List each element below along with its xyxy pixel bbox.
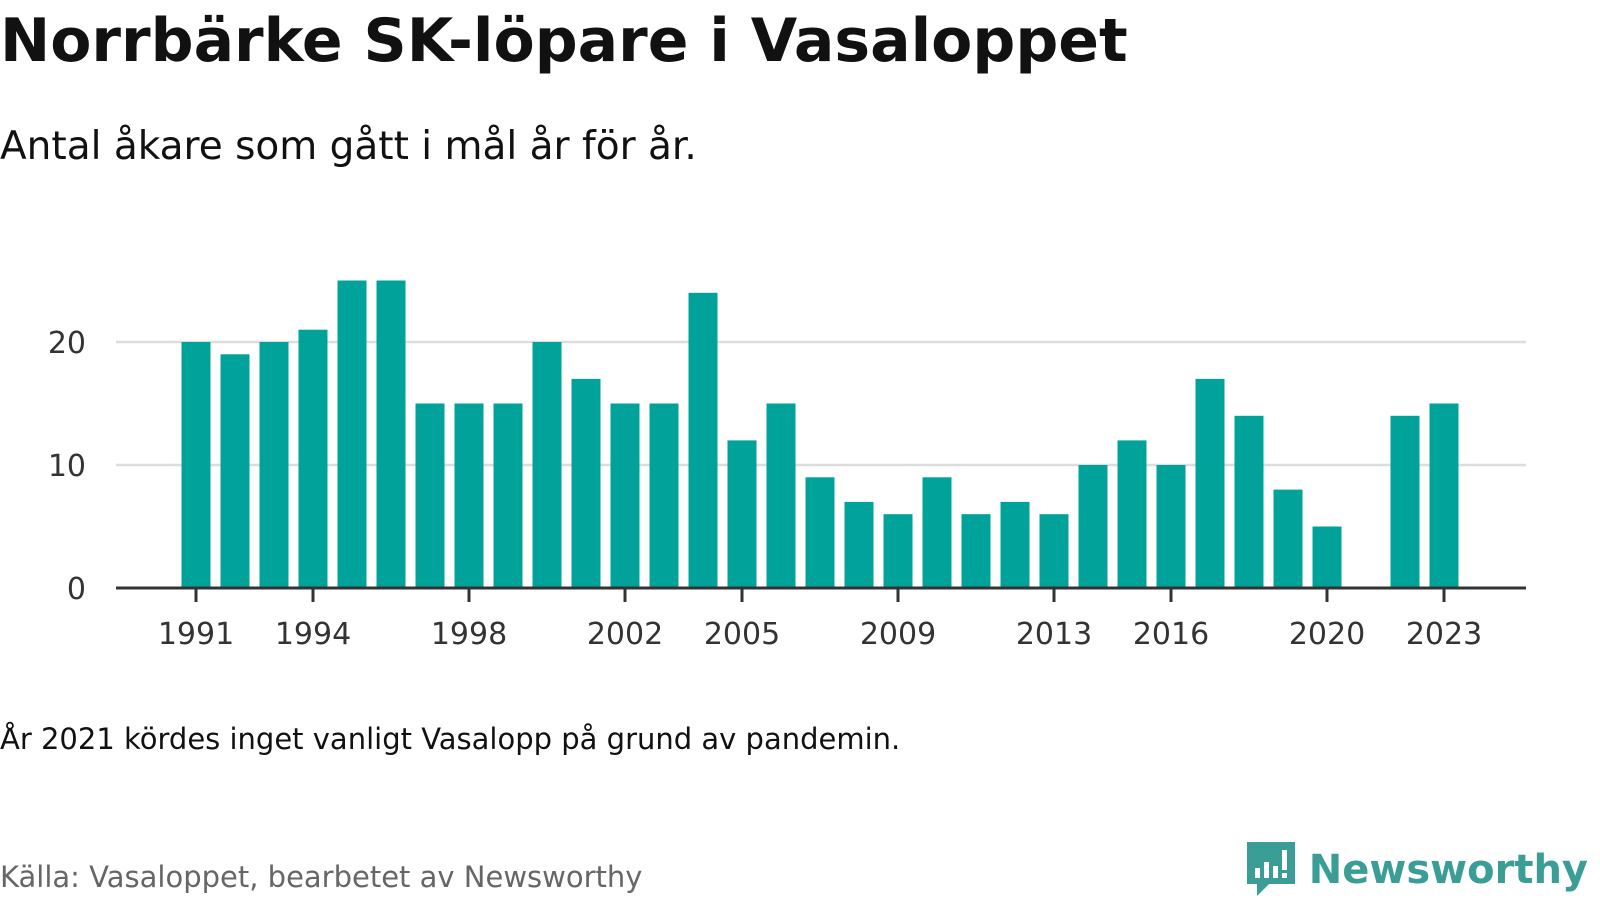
bar-1994 (298, 329, 328, 588)
bar-1998 (454, 403, 484, 588)
bar-2002 (610, 403, 640, 588)
bar-1992 (220, 354, 250, 588)
y-tick-label: 20 (48, 326, 86, 361)
x-tick-label: 1991 (158, 617, 234, 652)
bar-2007 (805, 477, 835, 588)
chart-title: Norrbärke SK-löpare i Vasaloppet (0, 6, 1128, 76)
bar-2022 (1390, 415, 1420, 588)
y-tick-label: 0 (67, 572, 86, 607)
bar-2010 (922, 477, 952, 588)
bar-2008 (844, 501, 874, 588)
bar-1995 (337, 280, 367, 588)
bars (181, 280, 1459, 588)
newsworthy-logo-icon (1243, 838, 1299, 902)
bar-2016 (1156, 465, 1186, 588)
x-tick-label: 2009 (860, 617, 936, 652)
brand-logo[interactable]: Newsworthy (1243, 838, 1588, 902)
axes: 0 10 20 1991 1994 1998 2002 2005 2009 2013 2016 202… (48, 326, 1526, 652)
bar-1993 (259, 342, 289, 588)
chart-subtitle: Antal åkare som gått i mål år för år. (0, 124, 697, 169)
x-tick-label: 2020 (1289, 617, 1365, 652)
x-tick-label: 1998 (431, 617, 507, 652)
x-tick-label: 2023 (1406, 617, 1482, 652)
bar-2012 (1000, 501, 1030, 588)
bar-2013 (1039, 514, 1069, 588)
bar-2004 (688, 292, 718, 588)
bar-2020 (1312, 526, 1342, 588)
bar-2023 (1429, 403, 1459, 588)
bar-1996 (376, 280, 406, 588)
bar-2009 (883, 514, 913, 588)
bar-2018 (1234, 415, 1264, 588)
bar-2003 (649, 403, 679, 588)
bar-1991 (181, 342, 211, 588)
bar-1999 (493, 403, 523, 588)
x-tick-label: 2016 (1133, 617, 1209, 652)
bar-2006 (766, 403, 796, 588)
bar-1997 (415, 403, 445, 588)
x-tick-label: 1994 (275, 617, 351, 652)
chart-note: År 2021 kördes inget vanligt Vasalopp på… (0, 722, 901, 756)
bar-2014 (1078, 465, 1108, 588)
bar-2017 (1195, 378, 1225, 588)
bar-2001 (571, 378, 601, 588)
y-tick-label: 10 (48, 449, 86, 484)
x-tick-label: 2005 (704, 617, 780, 652)
bar-2019 (1273, 489, 1303, 588)
x-tick-label: 2013 (1016, 617, 1092, 652)
bar-2015 (1117, 440, 1147, 588)
brand-name: Newsworthy (1308, 847, 1588, 893)
bar-2000 (532, 342, 562, 588)
bar-2005 (727, 440, 757, 588)
bar-2011 (961, 514, 991, 588)
x-tick-label: 2002 (587, 617, 663, 652)
source-text: Källa: Vasaloppet, bearbetet av Newswort… (0, 860, 643, 894)
